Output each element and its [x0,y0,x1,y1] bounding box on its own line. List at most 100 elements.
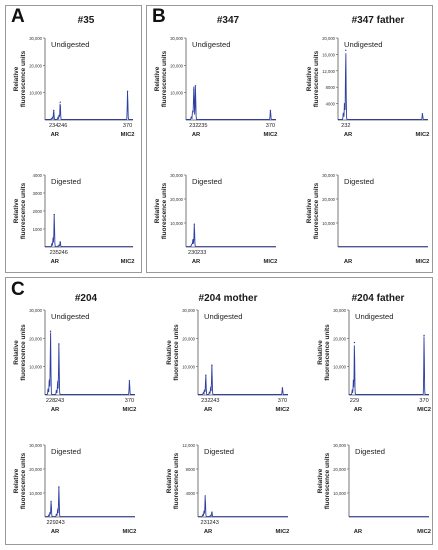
y-tick-label: 12,000 [322,69,335,74]
region-label-ar: AR [192,132,201,138]
y-tick-label: 12,000 [182,443,195,448]
sample-label: Undigested [51,40,89,49]
peak-point [345,49,347,51]
y-tick-label: 20,000 [29,63,42,68]
y-axis-label-line1: Relative [306,198,313,223]
title-204-father: #204 father [351,293,405,304]
trace-line [186,224,276,248]
sample-label: Digested [51,447,81,456]
peak-point [53,213,55,216]
y-tick-label: 30,000 [333,308,346,313]
x-tick-label: 230 [188,250,197,256]
title-204: #204 [74,293,98,304]
y-axis-label-line2: fluorescence units [161,50,168,107]
x-tick-label: 370 [266,123,275,129]
x-tick-label: 231 [201,520,210,526]
sample-label: Undigested [344,40,382,49]
y-tick-label: 20,000 [170,63,183,68]
panel-b-frame [146,5,433,273]
peak-point [128,380,131,382]
y-axis-label-line2: fluorescence units [313,50,320,107]
region-label-ar: AR [204,529,213,535]
y-tick-label: 8000 [326,85,336,90]
peak-point [191,242,194,245]
sample-label: Undigested [204,312,242,321]
peak-point [126,90,129,93]
peak-point [193,223,196,225]
y-tick-label: 10,000 [170,221,183,226]
y-tick-label: 20,000 [333,467,346,472]
y-tick-label: 30,000 [29,308,42,313]
region-label-mic2: MIC2 [264,259,278,265]
region-label-ar: AR [354,529,363,535]
trace-line [198,364,288,395]
y-axis-label-line1: Relative [306,66,313,91]
trace-line [45,214,133,248]
title-347: #347 [216,15,240,26]
y-tick-label: 30,000 [170,36,183,41]
y-axis-label-line1: Relative [13,66,20,91]
x-tick-label: 233 [197,250,206,256]
y-tick-label: 30,000 [29,36,42,41]
y-axis-label-line2: fluorescence units [20,182,27,239]
peak-point [59,241,61,243]
trace-line [186,86,276,120]
y-axis-label-line1: Relative [13,340,20,365]
x-tick-label: 243 [210,520,219,526]
region-label-ar: AR [344,132,353,138]
y-tick-label: 20,000 [322,36,335,41]
sample-label: Undigested [192,40,230,49]
y-tick-label: 10,000 [182,365,195,370]
peak-point [353,341,356,344]
y-axis-label-line2: fluorescence units [20,50,27,107]
x-tick-label: 246 [58,123,67,129]
y-tick-label: 20,000 [333,336,346,341]
y-axis-label-line1: Relative [317,340,324,365]
y-tick-label: 16,000 [322,52,335,57]
x-tick-label: 243 [210,398,219,404]
x-tick-label: 235 [50,250,59,256]
x-tick-label: 246 [59,250,68,256]
y-tick-label: 1000 [33,227,43,232]
y-tick-label: 10,000 [322,221,335,226]
peak-point [58,343,60,345]
title-347-father: #347 father [351,15,405,26]
y-tick-label: 4000 [186,491,196,496]
x-tick-label: 229 [350,398,359,404]
x-tick-label: 370 [125,398,134,404]
x-tick-label: 370 [123,123,132,129]
sample-label: Digested [355,447,385,456]
region-label-mic2: MIC2 [264,132,278,138]
x-tick-label: 232 [189,123,198,129]
region-label-ar: AR [204,407,213,413]
title-204-mother: #204 mother [198,293,258,304]
y-axis-label-line2: fluorescence units [20,452,27,509]
region-label-ar: AR [51,529,60,535]
y-axis-label-line2: fluorescence units [173,324,180,381]
y-tick-label: 30,000 [29,443,42,448]
panel-c-frame [5,277,433,545]
sample-label: Digested [51,177,81,186]
panel-a-letter: A [11,6,25,27]
region-label-ar: AR [51,259,60,265]
y-tick-label: 10,000 [29,365,42,370]
y-tick-label: 10,000 [333,365,346,370]
peak-point [58,486,60,488]
y-axis-label-line1: Relative [166,468,173,493]
y-tick-label: 30,000 [333,443,346,448]
y-axis-label-line2: fluorescence units [173,452,180,509]
x-tick-label: 228 [46,398,55,404]
y-tick-label: 30,000 [322,173,335,178]
y-tick-label: 20,000 [170,197,183,202]
sample-label: Undigested [51,312,89,321]
panel-c-letter: C [11,279,25,300]
y-axis-label-line2: fluorescence units [313,182,320,239]
x-tick-label: 234 [49,123,58,129]
y-axis-label-line2: fluorescence units [20,324,27,381]
y-axis-label-line1: Relative [317,468,324,493]
x-tick-label: 243 [55,520,64,526]
sample-label: Undigested [355,312,393,321]
y-tick-label: 4000 [326,102,336,107]
y-tick-label: 10,000 [29,91,42,96]
